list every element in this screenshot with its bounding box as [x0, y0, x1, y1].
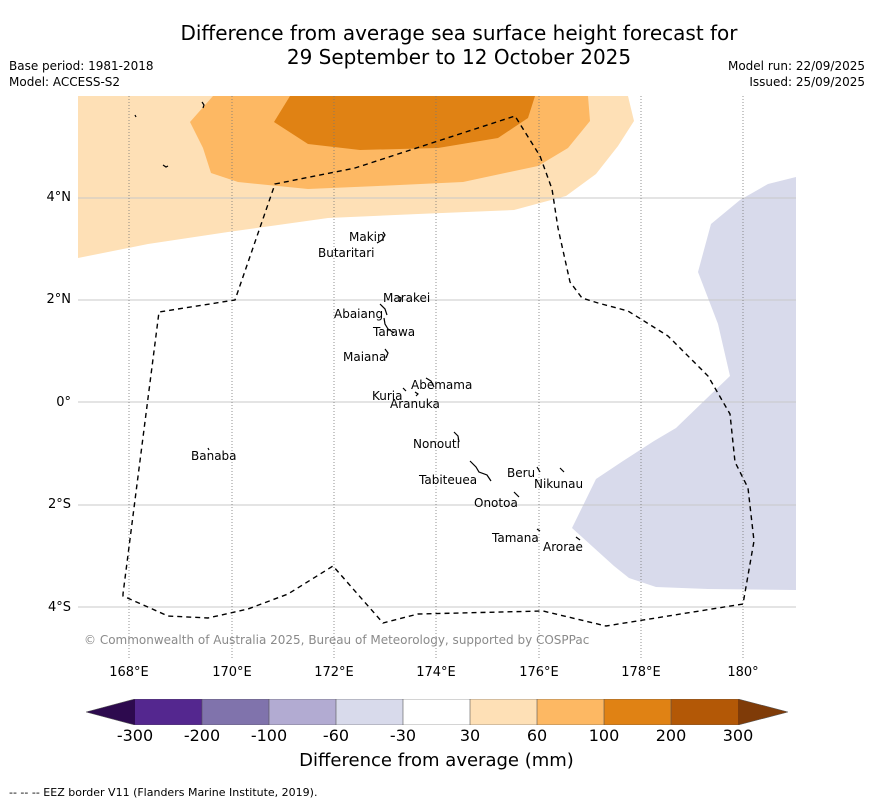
- label-tamana: Tamana: [492, 531, 539, 545]
- copyright-notice: © Commonwealth of Australia 2025, Bureau…: [84, 633, 590, 647]
- lon-label-178e: 178°E: [621, 665, 661, 680]
- lon-label-170e: 170°E: [212, 665, 252, 680]
- lon-label-180: 180°: [727, 665, 759, 680]
- island-aranuka: [414, 391, 419, 397]
- island-marakei: [397, 295, 402, 303]
- colorbar-tick-200: 200: [655, 726, 687, 745]
- model-name: Model: ACCESS-S2: [9, 75, 121, 89]
- lat-label-4s: 4°S: [47, 600, 71, 615]
- label-arorae: Arorae: [543, 540, 583, 554]
- island-banaba: [207, 447, 210, 451]
- label-banaba: Banaba: [191, 449, 237, 463]
- label-onotoa: Onotoa: [474, 496, 518, 510]
- islands: [134, 101, 581, 541]
- colorbar-tick-neg200: -200: [183, 726, 221, 745]
- island-onotoa: [513, 491, 520, 498]
- colorbar-100-200: [604, 699, 671, 725]
- island-northwest-1: [201, 101, 205, 109]
- colorbar-neg60-neg30: [336, 699, 403, 725]
- island-abemama: [425, 377, 435, 388]
- title-line-1: Difference from average sea surface heig…: [180, 21, 738, 45]
- colorbar-neg30-30: [403, 699, 470, 725]
- anomaly-100-200-region: [274, 96, 535, 150]
- label-aranuka: Aranuka: [390, 397, 440, 411]
- label-tabiteuea: Tabiteuea: [419, 473, 478, 487]
- lat-label-2n: 2°N: [46, 292, 72, 307]
- meta-left: Base period: 1981-2018 Model: ACCESS-S2: [9, 58, 154, 90]
- colorbar-60-100: [537, 699, 604, 725]
- meta-right: Model run: 22/09/2025 Issued: 25/09/2025: [728, 58, 865, 90]
- colorbar-lt-neg300: [86, 699, 135, 725]
- colorbar-tick-neg100: -100: [250, 726, 288, 745]
- island-tarawa: [383, 317, 395, 334]
- island-tamana: [536, 528, 541, 532]
- label-marakei: Marakei: [383, 291, 431, 305]
- meridians: [128, 96, 744, 658]
- base-period: Base period: 1981-2018: [9, 59, 154, 73]
- lat-label-0: 0°: [56, 395, 71, 410]
- lat-label-4n: 4°N: [46, 190, 72, 205]
- colorbar-tick-300: 300: [722, 726, 754, 745]
- lon-label-174e: 174°E: [416, 665, 456, 680]
- label-nonouti: Nonouti: [413, 437, 460, 451]
- colorbar-neg200-neg100: [202, 699, 269, 725]
- colorbar-200-300: [671, 699, 738, 725]
- label-beru: Beru: [507, 466, 536, 480]
- model-run: Model run: 22/09/2025: [727, 59, 865, 73]
- colorbar-neg100-neg60: [269, 699, 336, 725]
- label-abaiang: Abaiang: [334, 307, 384, 321]
- issued-date: Issued: 25/09/2025: [749, 75, 865, 89]
- label-nikunau: Nikunau: [534, 477, 584, 491]
- label-maiana: Maiana: [343, 350, 387, 364]
- colorbar-title: Difference from average (mm): [299, 750, 574, 771]
- title-line-2: 29 September to 12 October 2025: [286, 45, 632, 69]
- colorbar-tick-neg30: -30: [389, 726, 417, 745]
- eez-legend-note: -- -- -- EEZ border V11 (Flanders Marine…: [9, 786, 318, 799]
- island-abaiang: [379, 303, 388, 316]
- label-tarawa: Tarawa: [373, 325, 416, 339]
- island-arorae: [575, 536, 581, 541]
- map-panel: [78, 96, 796, 658]
- lon-label-176e: 176°E: [519, 665, 559, 680]
- colorbar-gt-300: [738, 699, 788, 725]
- colorbar-tick-30: 30: [459, 726, 481, 745]
- label-butaritari: Butaritari: [318, 246, 375, 260]
- colorbar-tick-60: 60: [526, 726, 548, 745]
- colorbar-tick-neg60: -60: [322, 726, 350, 745]
- lon-label-168e: 168°E: [109, 665, 149, 680]
- label-kuria: Kuria: [372, 389, 403, 403]
- label-makin: Makin: [349, 230, 385, 244]
- island-tabiteuea: [469, 460, 492, 482]
- colorbar-30-60: [470, 699, 537, 725]
- graticule: [78, 197, 796, 608]
- island-maiana: [384, 348, 389, 359]
- anomaly-neg60-neg30-region: [572, 177, 796, 590]
- colorbar: [86, 699, 788, 725]
- island-northwest-3: [162, 164, 169, 168]
- label-abemama: Abemama: [411, 378, 473, 392]
- island-nikunau: [559, 467, 565, 473]
- colorbar-tick-100: 100: [588, 726, 620, 745]
- island-beru: [536, 466, 541, 473]
- island-northwest-2: [134, 114, 137, 118]
- lat-label-2s: 2°S: [47, 497, 71, 512]
- map-title: Difference from average sea surface heig…: [0, 21, 873, 69]
- island-nonouti: [453, 431, 460, 443]
- sea-level-map: [78, 96, 796, 658]
- eez-border: [122, 115, 755, 627]
- colorbar-tick-neg300: -300: [116, 726, 154, 745]
- island-makin: [376, 231, 386, 244]
- colorbar-neg300-neg200: [135, 699, 202, 725]
- lon-label-172e: 172°E: [314, 665, 354, 680]
- island-kuria: [402, 387, 407, 392]
